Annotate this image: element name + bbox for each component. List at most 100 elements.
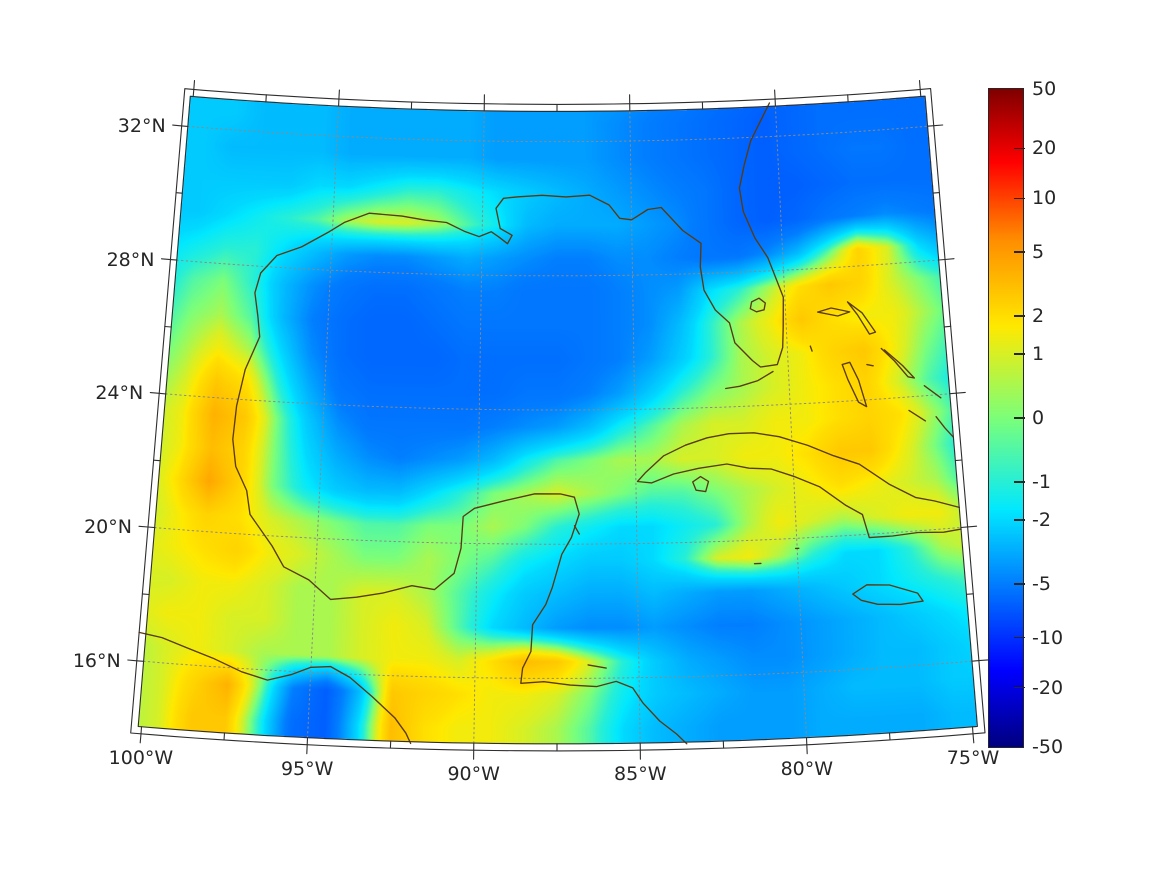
gridline-meridian	[307, 105, 340, 739]
gridline-parallel	[154, 527, 962, 545]
major-tick-top	[193, 79, 196, 91]
x-tick-label-90w: 90°W	[447, 763, 500, 786]
colorbar-tick-label--50: -50	[1032, 736, 1064, 758]
y-tick-label-20n: 20°N	[84, 516, 132, 539]
colorbar-tick-label-1: 1	[1032, 343, 1045, 366]
colorbar-tick	[1014, 519, 1025, 521]
colorbar-tick	[1014, 637, 1025, 639]
x-tick-label-75w: 75°W	[946, 746, 1000, 769]
frame-divider-right	[927, 125, 935, 127]
x-tick-label-100w: 100°W	[108, 746, 174, 769]
major-tick-left	[172, 124, 183, 127]
coastline-eleuthera	[880, 347, 915, 379]
colorbar-tick	[1014, 147, 1025, 149]
colorbar-tick-label--1: -1	[1032, 470, 1051, 493]
major-tick-left	[127, 659, 138, 662]
coastline-isla-de-la-juventud	[692, 475, 710, 493]
major-tick-right	[955, 391, 966, 394]
coastline-abaco	[846, 301, 877, 335]
colorbar-tick-label--10: -10	[1032, 626, 1064, 649]
frame-divider-top	[192, 88, 195, 98]
coastline-jamaica	[852, 584, 924, 606]
major-tick-top	[774, 89, 776, 100]
colorbar-tick-label-5: 5	[1032, 241, 1045, 264]
frame-divider-right	[938, 258, 946, 261]
major-tick-left	[149, 392, 160, 394]
coastline-long-island-bahamas	[935, 416, 955, 438]
major-tick-left	[160, 258, 172, 261]
colorbar-tick	[1014, 251, 1025, 253]
frame-divider-right	[943, 325, 952, 328]
frame-divider-left	[175, 192, 183, 194]
gridline-parallel	[143, 660, 973, 679]
frame-divider-bottom	[140, 726, 143, 735]
colorbar-tick	[1014, 583, 1025, 585]
colorbar-tick	[1014, 353, 1025, 355]
frame-divider-right	[960, 526, 969, 529]
coastline-north-america-gulf-mexico-centralamerica	[232, 102, 784, 745]
map-frame-outer	[130, 88, 986, 752]
gridline-meridian	[629, 110, 641, 744]
frame-divider-bottom	[888, 732, 891, 741]
colorbar-tick-label-10: 10	[1032, 187, 1057, 210]
colorbar-tick	[1014, 481, 1025, 483]
frame-divider-right	[949, 392, 957, 395]
frame-divider-left	[181, 125, 189, 127]
gridline-parallel	[187, 125, 929, 143]
colorbar-tick-label-0: 0	[1032, 407, 1045, 429]
frame-divider-left	[153, 459, 161, 462]
coastline-pacific-coast-mexico-guatemala	[138, 631, 412, 745]
major-tick-top	[918, 79, 921, 91]
gridline-parallel	[176, 259, 940, 277]
frame-divider-top	[919, 88, 922, 98]
major-tick-right	[978, 659, 989, 662]
x-tick-label-85w: 85°W	[614, 763, 667, 786]
frame-divider-left	[158, 392, 167, 395]
frame-divider-left	[147, 526, 156, 529]
frame-divider-left	[169, 259, 178, 261]
coastline-bimini	[809, 345, 813, 352]
major-tick-right	[933, 124, 944, 127]
coastline-new-providence	[866, 363, 874, 367]
colorbar-tick	[1014, 417, 1025, 419]
colorbar-tick-label--5: -5	[1032, 572, 1051, 595]
frame-divider-bottom	[971, 726, 974, 735]
colorbar-tick-label-20: 20	[1032, 137, 1057, 160]
frame-divider-right	[954, 459, 963, 462]
major-tick-right	[967, 525, 978, 528]
y-tick-label-28n: 28°N	[106, 248, 155, 271]
colorbar-tick-label--2: -2	[1032, 508, 1051, 531]
coastline-cozumel	[573, 525, 580, 535]
frame-divider-left	[136, 660, 145, 662]
coastline-andros	[841, 361, 868, 408]
coastline-grand-bahama	[816, 307, 851, 317]
colorbar-tick-label-50: 50	[1032, 78, 1057, 100]
colorbar-tick-label-2: 2	[1032, 305, 1045, 327]
coastline-lake-okeechobee	[749, 297, 766, 313]
coastline-cat-island	[923, 385, 942, 399]
coastline-exuma	[908, 409, 927, 422]
major-tick-bottom	[972, 733, 975, 744]
major-tick-left	[138, 525, 149, 528]
colorbar-tick	[1014, 315, 1025, 317]
y-tick-label-16n: 16°N	[72, 649, 121, 672]
major-tick-right	[944, 258, 955, 261]
major-tick-top	[338, 89, 340, 100]
colorbar-tick-label--20: -20	[1032, 676, 1064, 699]
frame-divider-bottom	[223, 732, 226, 741]
x-tick-label-95w: 95°W	[280, 757, 334, 780]
y-tick-label-32n: 32°N	[117, 114, 166, 137]
frame-divider-right	[971, 660, 980, 662]
y-tick-label-24n: 24°N	[95, 382, 144, 405]
gridline-parallel	[165, 393, 951, 411]
coastline-roatan	[587, 664, 607, 669]
major-tick-bottom	[139, 733, 142, 744]
map-frame-inner	[137, 95, 978, 745]
colorbar-tick	[1014, 687, 1025, 689]
gridline-meridian	[473, 110, 485, 744]
frame-divider-left	[164, 325, 172, 328]
coastline-florida-keys	[725, 370, 774, 390]
